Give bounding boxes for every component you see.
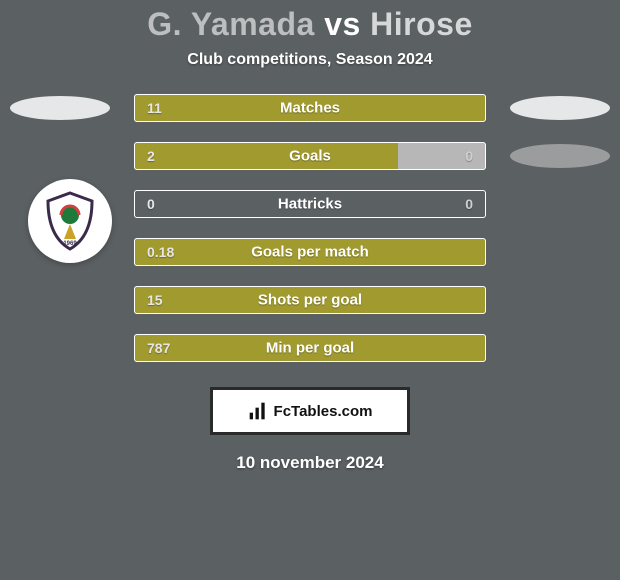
stat-label: Matches <box>280 100 340 117</box>
svg-text:1969: 1969 <box>63 241 77 247</box>
chart-icon <box>248 401 268 421</box>
stat-bar: 11 Matches <box>135 95 485 121</box>
bar-left-fill <box>135 143 398 169</box>
subtitle: Club competitions, Season 2024 <box>187 51 432 69</box>
page-title: G. Yamada vs Hirose <box>147 6 473 43</box>
stat-row: 787 Min per goal <box>0 335 620 361</box>
player1-name: G. Yamada <box>147 6 315 42</box>
stat-row: 15 Shots per goal <box>0 287 620 313</box>
stat-value-left: 2 <box>147 148 155 164</box>
stat-label: Hattricks <box>278 196 342 213</box>
stat-bar: 2 Goals 0 <box>135 143 485 169</box>
date-label: 10 november 2024 <box>236 453 383 473</box>
stat-value-left: 787 <box>147 340 170 356</box>
stat-label: Shots per goal <box>258 292 362 309</box>
shadow-ellipse <box>510 96 610 120</box>
stat-value-left: 11 <box>147 100 162 116</box>
stat-label: Goals <box>289 148 331 165</box>
fctables-link[interactable]: FcTables.com <box>210 387 410 435</box>
stat-bar: 15 Shots per goal <box>135 287 485 313</box>
stat-value-left: 15 <box>147 292 163 308</box>
vs-label: vs <box>324 6 361 42</box>
stat-value-right: 0 <box>465 148 473 164</box>
shadow-ellipse <box>10 96 110 120</box>
stat-label: Min per goal <box>266 340 354 357</box>
stat-value-left: 0 <box>147 196 155 212</box>
stat-label: Goals per match <box>251 244 369 261</box>
stat-value-right: 0 <box>465 196 473 212</box>
stat-value-left: 0.18 <box>147 244 174 260</box>
player2-name: Hirose <box>370 6 473 42</box>
stat-bar: 0.18 Goals per match <box>135 239 485 265</box>
stat-bar: 787 Min per goal <box>135 335 485 361</box>
stat-row: 11 Matches <box>0 95 620 121</box>
comparison-card: G. Yamada vs Hirose Club competitions, S… <box>0 0 620 580</box>
stat-bar: 0 Hattricks 0 <box>135 191 485 217</box>
club-crest: 1969 <box>28 179 112 263</box>
stat-row: 2 Goals 0 <box>0 143 620 169</box>
brand-label: FcTables.com <box>274 403 373 420</box>
shadow-ellipse <box>510 144 610 168</box>
crest-icon: 1969 <box>38 189 102 253</box>
